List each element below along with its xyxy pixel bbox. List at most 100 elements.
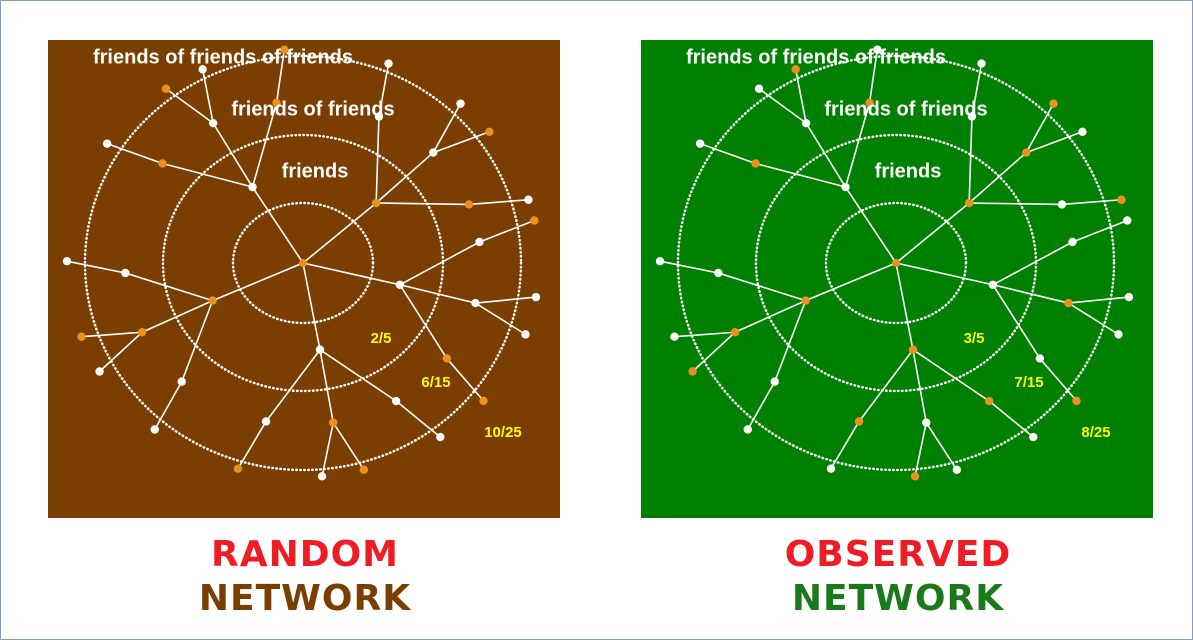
edge: [212, 122, 254, 188]
node: [479, 396, 488, 406]
edge: [794, 69, 807, 124]
fraction-label: 10/25: [484, 424, 522, 441]
edge: [718, 272, 806, 302]
edge: [830, 421, 860, 470]
node: [751, 159, 760, 168]
node: [315, 345, 325, 354]
edge: [659, 260, 719, 274]
edge: [125, 272, 213, 302]
edge: [674, 331, 736, 338]
ring-label: friends of friends of friends: [686, 46, 946, 68]
node: [1029, 432, 1038, 442]
ring: [754, 133, 1038, 393]
edge: [141, 299, 213, 333]
fraction-label: 3/5: [964, 330, 985, 347]
edge: [479, 219, 535, 243]
node: [395, 280, 405, 289]
edge: [858, 349, 914, 422]
node: [95, 367, 104, 376]
edge: [692, 331, 736, 373]
panel-background: [48, 40, 560, 518]
node: [1114, 330, 1123, 339]
edge: [212, 262, 304, 302]
node: [826, 464, 836, 473]
hub-node: [299, 259, 307, 267]
node: [150, 425, 159, 434]
edge: [1072, 219, 1128, 243]
edge: [758, 88, 807, 124]
ring: [83, 54, 523, 472]
edge: [992, 241, 1073, 286]
ring-label: friends: [875, 160, 942, 182]
edge: [1068, 302, 1119, 336]
edge: [805, 122, 847, 188]
node: [841, 182, 850, 192]
edge: [378, 63, 390, 117]
edge: [475, 302, 526, 336]
edge: [895, 202, 970, 264]
node: [177, 377, 186, 386]
node: [429, 148, 438, 157]
edge: [375, 116, 380, 204]
edge: [106, 142, 163, 165]
edge: [302, 202, 377, 264]
fraction-label: 7/15: [1014, 374, 1043, 391]
node: [137, 328, 147, 337]
edge: [251, 102, 278, 188]
node: [670, 332, 679, 341]
ring: [161, 133, 445, 393]
edge: [475, 296, 537, 304]
edge: [844, 186, 897, 264]
node: [1078, 127, 1087, 136]
edge: [747, 381, 776, 430]
node: [1035, 354, 1045, 363]
ring: [824, 201, 968, 325]
node: [384, 59, 393, 68]
edge: [375, 151, 434, 204]
edge: [912, 349, 928, 423]
edge: [968, 116, 973, 204]
edge: [971, 63, 983, 117]
edge: [181, 300, 214, 382]
node: [984, 396, 994, 406]
node: [1057, 200, 1067, 209]
node: [521, 330, 530, 339]
ring-label: friends of friends: [231, 98, 394, 120]
edge: [1068, 296, 1130, 304]
node: [530, 216, 539, 225]
node: [208, 296, 217, 305]
edge: [302, 262, 321, 350]
network-title: RANDOM: [211, 534, 399, 575]
node: [1124, 292, 1134, 302]
node: [531, 292, 541, 302]
edge: [376, 202, 469, 206]
edge: [432, 131, 490, 154]
node: [952, 465, 962, 474]
edge: [319, 349, 335, 423]
node: [922, 418, 931, 427]
node: [233, 464, 243, 473]
edge: [99, 331, 143, 373]
edge: [81, 331, 143, 338]
node: [964, 198, 974, 208]
node: [261, 417, 271, 426]
edge: [162, 162, 253, 188]
node: [329, 418, 338, 427]
node: [485, 127, 494, 136]
node: [161, 84, 171, 93]
node: [198, 65, 207, 74]
edge: [446, 357, 485, 402]
panel: friends of friends of friends friends of …: [641, 40, 1153, 619]
edge: [432, 103, 462, 153]
edge: [992, 283, 1069, 304]
node: [695, 139, 705, 148]
node: [1117, 195, 1126, 204]
edge: [332, 422, 365, 471]
node: [801, 296, 810, 305]
edge: [914, 422, 928, 477]
edge: [66, 260, 126, 274]
node: [391, 396, 401, 406]
node: [743, 425, 752, 434]
edge: [925, 422, 958, 471]
